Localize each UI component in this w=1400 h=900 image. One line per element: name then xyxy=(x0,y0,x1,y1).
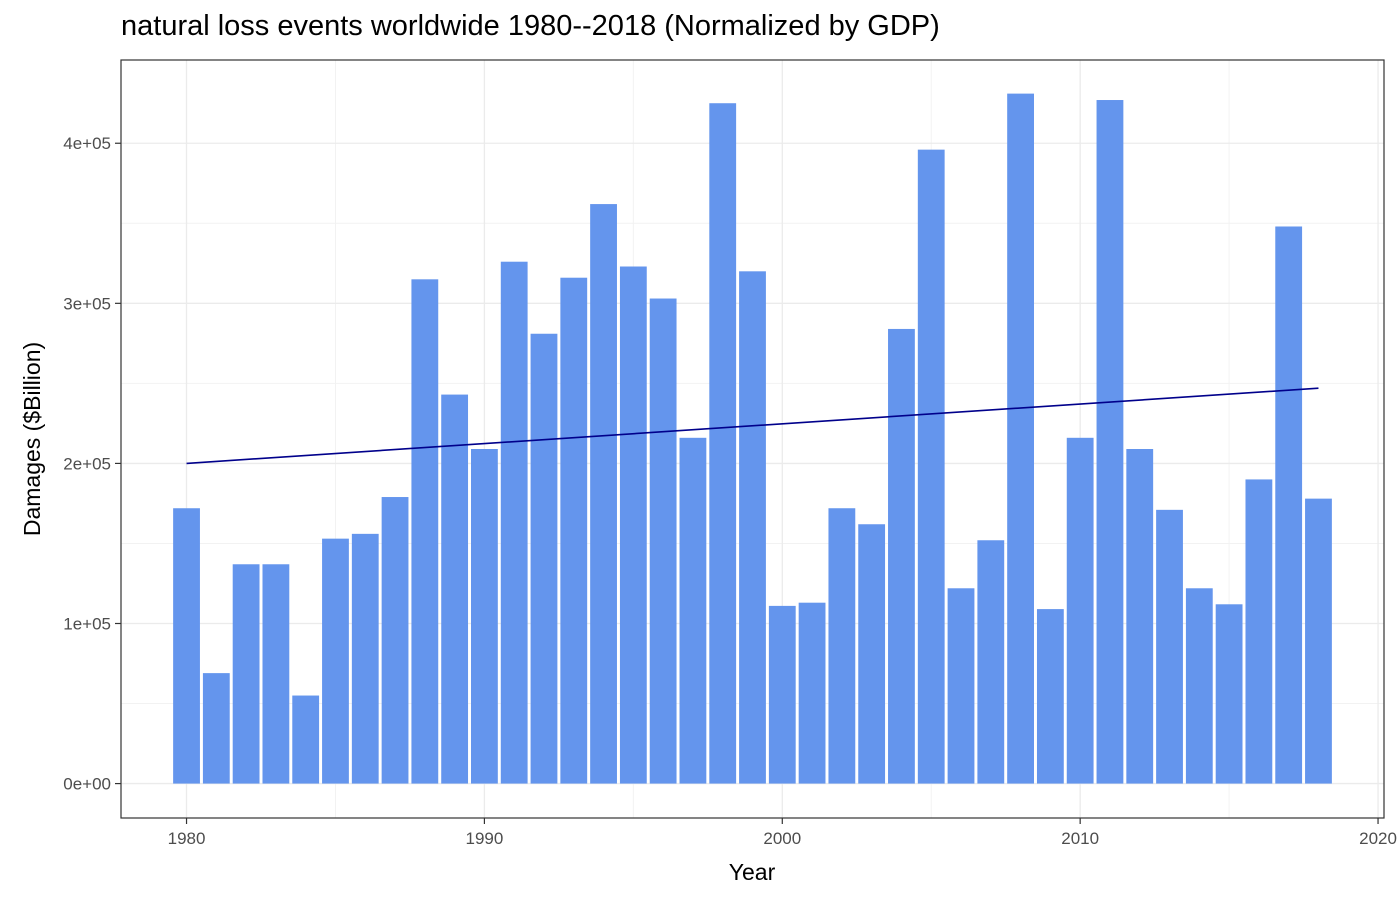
y-tick-label: 2e+05 xyxy=(63,454,111,473)
trend-line-group xyxy=(186,387,1319,465)
bar-2008 xyxy=(1007,93,1034,784)
bar-2011 xyxy=(1096,100,1124,784)
bar-2007 xyxy=(977,540,1005,784)
bar-1991 xyxy=(500,261,528,784)
x-axis-title: Year xyxy=(729,859,776,885)
bar-series xyxy=(173,93,1332,784)
bar-2015 xyxy=(1215,604,1243,784)
bar-2004 xyxy=(888,328,915,784)
y-axis: 0e+00 1e+05 2e+05 3e+05 4e+05 xyxy=(63,134,121,794)
bar-2000 xyxy=(768,605,796,784)
bar-2010 xyxy=(1066,437,1094,784)
bar-1985 xyxy=(322,538,349,784)
bar-2013 xyxy=(1156,509,1183,784)
bar-1992 xyxy=(530,333,558,784)
bar-2012 xyxy=(1126,449,1154,784)
x-tick-label: 1980 xyxy=(168,829,206,848)
bar-2005 xyxy=(917,149,945,784)
bar-2006 xyxy=(947,588,975,784)
plot-border xyxy=(120,59,1385,819)
bar-1982 xyxy=(232,564,260,784)
bar-1983 xyxy=(262,564,290,784)
bar-1994 xyxy=(590,204,617,784)
y-tick-label: 4e+05 xyxy=(63,134,111,153)
bar-1998 xyxy=(709,103,737,784)
bar-2016 xyxy=(1245,479,1273,784)
bar-2001 xyxy=(798,602,826,784)
bar-2002 xyxy=(828,508,856,784)
bar-2018 xyxy=(1305,498,1332,784)
bar-1989 xyxy=(441,394,469,784)
x-tick-label: 2020 xyxy=(1359,829,1397,848)
bar-1997 xyxy=(679,437,707,784)
bar-2017 xyxy=(1275,226,1303,784)
bar-1981 xyxy=(202,673,230,784)
bar-2014 xyxy=(1185,588,1213,784)
bar-1995 xyxy=(619,266,647,784)
x-tick-label: 2000 xyxy=(763,829,801,848)
bar-1996 xyxy=(649,298,677,784)
y-axis-title: Damages ($Billion) xyxy=(19,342,45,536)
trend-line xyxy=(186,387,1319,465)
x-tick-label: 2010 xyxy=(1061,829,1099,848)
y-tick-label: 1e+05 xyxy=(63,614,111,633)
x-axis: 1980 1990 2000 2010 2020 xyxy=(168,818,1397,848)
bar-1999 xyxy=(739,271,766,784)
bar-1987 xyxy=(381,497,409,784)
bar-2003 xyxy=(858,524,886,784)
chart-title: natural loss events worldwide 1980--2018… xyxy=(121,10,940,42)
y-tick-label: 3e+05 xyxy=(63,294,111,313)
bar-2009 xyxy=(1036,609,1064,784)
bar-1984 xyxy=(292,695,320,784)
bar-1988 xyxy=(411,279,439,784)
bar-1980 xyxy=(173,508,200,784)
bar-1993 xyxy=(560,277,588,784)
bar-1990 xyxy=(471,449,498,784)
bar-1986 xyxy=(351,533,379,784)
y-tick-label: 0e+00 xyxy=(63,775,111,794)
x-tick-label: 1990 xyxy=(465,829,503,848)
